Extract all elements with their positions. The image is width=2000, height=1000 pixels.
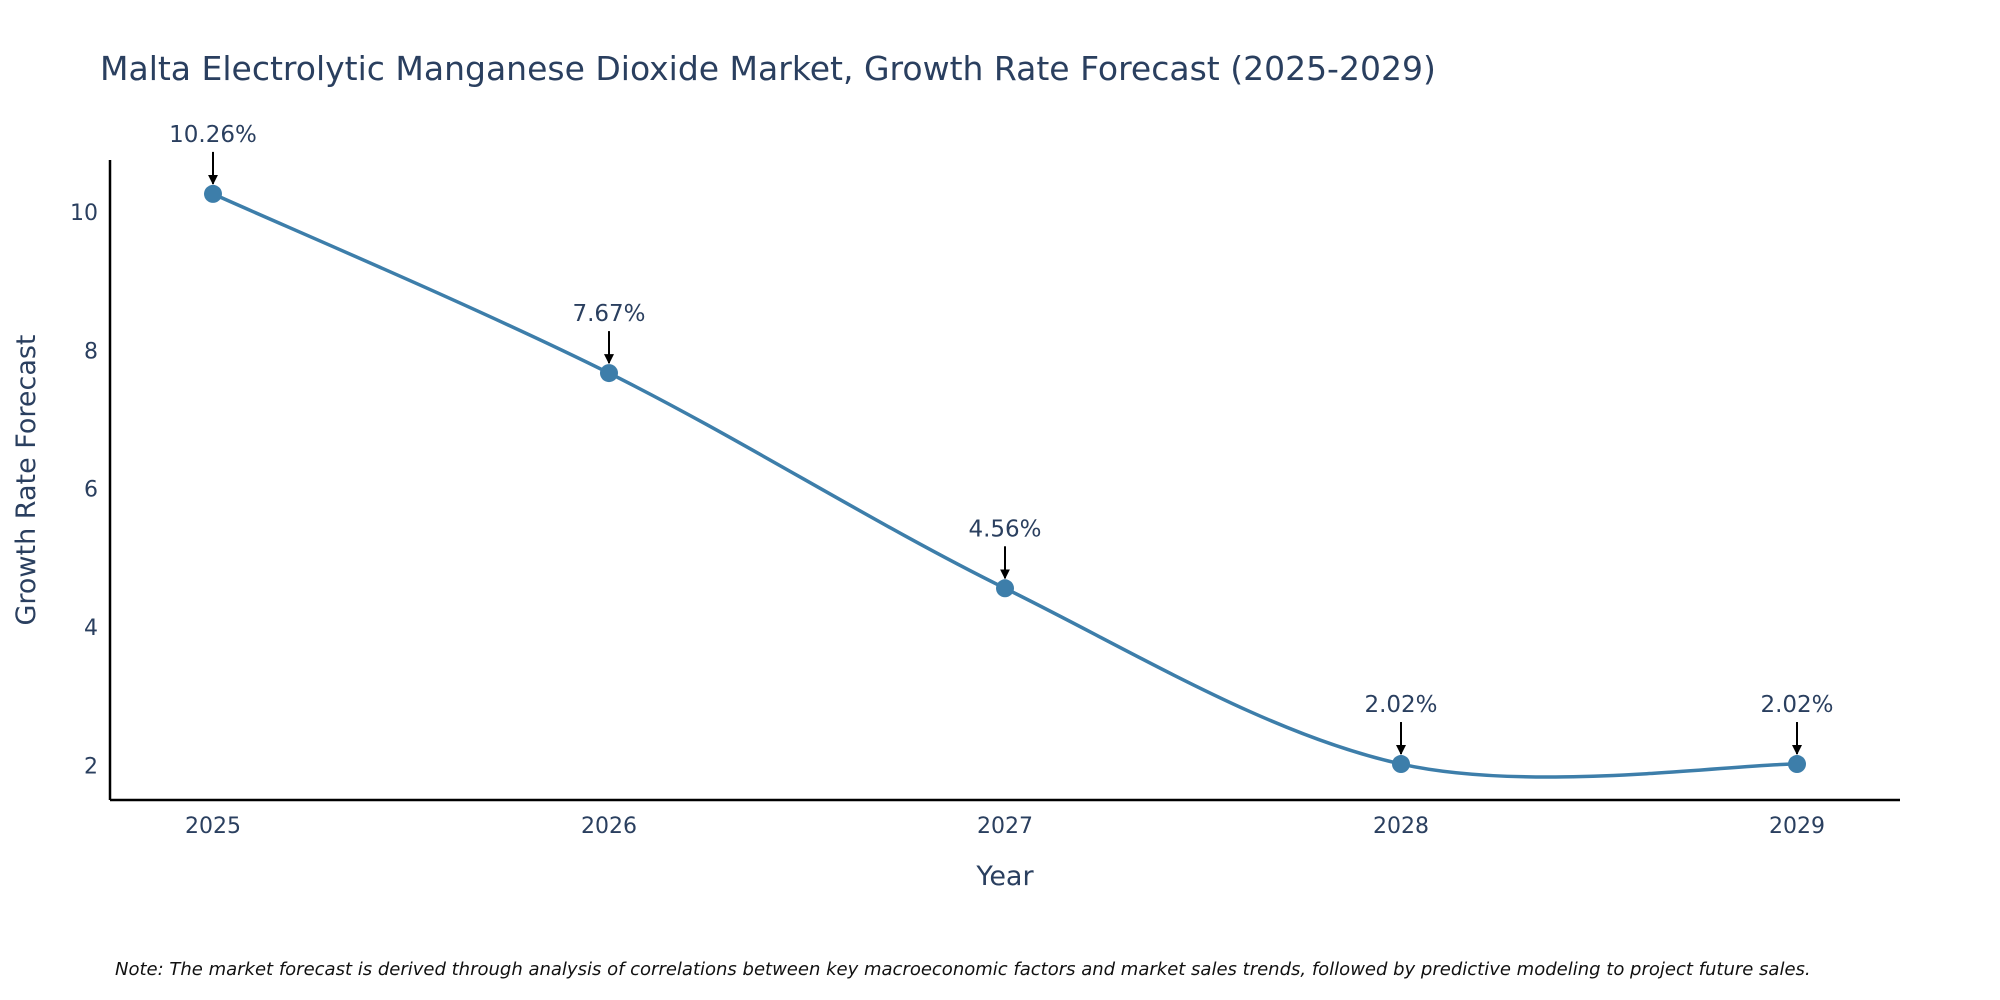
y-tick-label: 2: [84, 754, 98, 779]
footnote: Note: The market forecast is derived thr…: [115, 959, 1811, 980]
x-axis-title: Year: [975, 861, 1034, 892]
data-label-group: 10.26% 7.67% 4.56% 2.02% 2.02%: [169, 122, 1834, 756]
data-point: [1788, 755, 1806, 774]
data-point: [1392, 755, 1410, 774]
data-label: 10.26%: [169, 122, 257, 148]
axes: [108, 160, 1900, 802]
series-group: [204, 184, 1806, 779]
x-tick-label: 2026: [581, 814, 637, 839]
data-label: 2.02%: [1760, 692, 1833, 718]
x-axis-ticks: 2025 2026 2027 2028 2029: [185, 814, 1825, 839]
data-label: 2.02%: [1364, 692, 1437, 718]
y-tick-label: 4: [84, 616, 98, 641]
chart-title: Malta Electrolytic Manganese Dioxide Mar…: [100, 49, 1436, 88]
data-point: [996, 579, 1014, 598]
y-tick-label: 10: [70, 201, 98, 226]
y-axis-title: Growth Rate Forecast: [11, 334, 42, 625]
series-line: [212, 192, 1798, 779]
x-tick-label: 2028: [1373, 814, 1429, 839]
data-point: [600, 364, 618, 383]
data-label: 7.67%: [572, 301, 645, 327]
data-label: 4.56%: [968, 516, 1041, 542]
x-tick-label: 2029: [1769, 814, 1825, 839]
y-axis-ticks: 2 4 6 8 10: [70, 201, 98, 780]
x-tick-label: 2027: [977, 814, 1033, 839]
y-tick-label: 6: [84, 478, 98, 503]
x-tick-label: 2025: [185, 814, 241, 839]
y-tick-label: 8: [84, 339, 98, 364]
data-point: [204, 184, 222, 203]
